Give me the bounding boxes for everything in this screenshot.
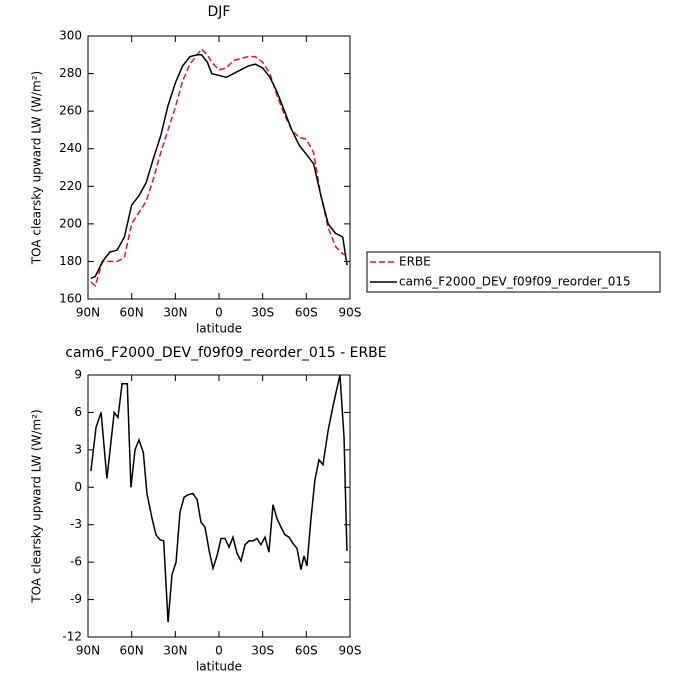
y-tick-label: 280: [59, 66, 82, 80]
y-tick-label: 0: [74, 480, 82, 494]
x-tick-label: 30S: [251, 644, 274, 658]
y-tick-label: 240: [59, 141, 82, 155]
x-tick-label: 90S: [339, 306, 362, 320]
x-tick-label: 30S: [251, 306, 274, 320]
x-tick-label: 90S: [339, 644, 362, 658]
chart-title: cam6_F2000_DEV_f09f09_reorder_015 - ERBE: [65, 345, 386, 361]
chart-title: DJF: [208, 4, 231, 20]
y-axis-label: TOA clearsky upward LW (W/m²): [30, 409, 44, 603]
y-tick-label: 3: [74, 442, 82, 456]
x-tick-label: 60S: [295, 306, 318, 320]
y-tick-label: -12: [62, 630, 82, 644]
series-line: [90, 374, 348, 623]
x-axis-label: latitude: [196, 322, 242, 336]
legend-label: ERBE: [399, 255, 431, 269]
y-tick-label: 6: [74, 405, 82, 419]
y-tick-label: 260: [59, 104, 82, 118]
plot-frame: [87, 374, 351, 638]
x-tick-label: 60N: [120, 644, 144, 658]
y-tick-label: 200: [59, 216, 82, 230]
y-tick-label: -3: [70, 517, 82, 531]
x-tick-label: 30N: [163, 644, 187, 658]
x-tick-label: 90N: [76, 306, 100, 320]
x-tick-label: 30N: [163, 306, 187, 320]
legend-label: cam6_F2000_DEV_f09f09_reorder_015: [399, 275, 631, 289]
y-tick-label: 160: [59, 292, 82, 306]
y-axis-label: TOA clearsky upward LW (W/m²): [30, 71, 44, 265]
y-tick-label: -6: [70, 555, 82, 569]
y-tick-label: 9: [74, 368, 82, 382]
y-tick-label: -9: [70, 592, 82, 606]
y-tick-label: 180: [59, 254, 82, 268]
x-tick-label: 90N: [76, 644, 100, 658]
series-line: [90, 54, 348, 280]
x-tick-label: 60S: [295, 644, 318, 658]
x-tick-label: 0: [215, 644, 223, 658]
series-line: [90, 48, 348, 288]
y-tick-label: 300: [59, 29, 82, 43]
x-tick-label: 60N: [120, 306, 144, 320]
x-axis-label: latitude: [196, 660, 242, 674]
x-tick-label: 0: [215, 306, 223, 320]
legend-frame: [366, 251, 661, 293]
y-tick-label: 220: [59, 179, 82, 193]
